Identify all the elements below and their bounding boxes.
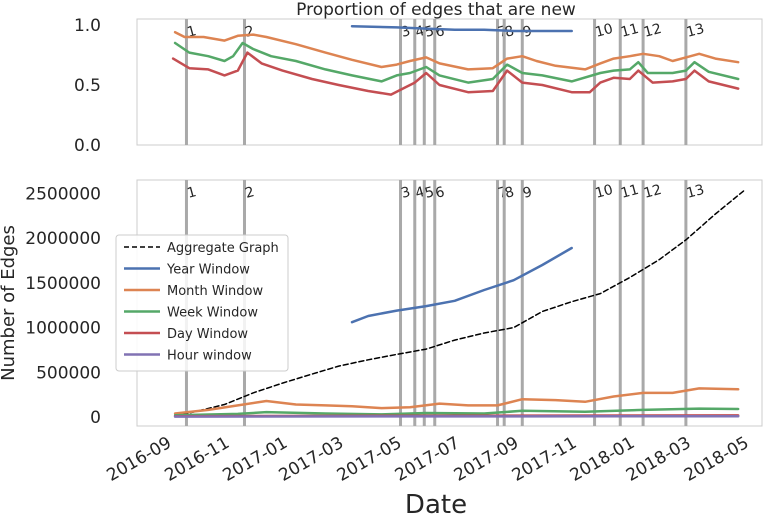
bottom-event-label: 8: [503, 184, 516, 202]
x-tick-label: 2018-03: [623, 433, 695, 486]
bottom-series-aggregate-line: [174, 189, 745, 417]
bottom-series-week-line: [173, 407, 740, 417]
top-event-label: 12: [642, 21, 663, 41]
bottom-x-tick-labels: 2016-092016-112017-012017-032017-052017-…: [103, 433, 752, 486]
top-series-week-line: [173, 41, 740, 84]
top-y-tick-label: 1.0: [74, 16, 101, 36]
bottom-event-label: 3: [399, 184, 412, 202]
x-tick-label: 2018-05: [681, 433, 753, 486]
top-event-label: 10: [593, 21, 614, 41]
bottom-event-label: 10: [593, 182, 614, 202]
legend-label-year: Year Window: [166, 263, 250, 278]
bottom-event-label: 2: [243, 184, 256, 202]
top-y-tick-label: 0.0: [74, 136, 101, 156]
top-event-label: 13: [685, 21, 706, 41]
bottom-series-month-line: [173, 387, 740, 415]
x-tick-label: 2017-09: [451, 433, 523, 486]
bottom-y-tick-label: 2000000: [25, 229, 101, 249]
bottom-event-label: 1: [185, 184, 198, 202]
legend-label-day: Day Window: [167, 327, 248, 342]
bottom-event-label: 12: [642, 182, 663, 202]
top-event-label: 2: [243, 23, 256, 41]
top-panel-title: Proportion of edges that are new: [296, 0, 576, 20]
bottom-y-tick-label: 500000: [36, 363, 101, 383]
x-tick-label: 2017-11: [509, 433, 581, 486]
bottom-panel: 0 500000 1000000 1500000 2000000 2500000 2016…: [0, 179, 763, 520]
legend-label-aggregate: Aggregate Graph: [167, 241, 279, 256]
legend-label-week: Week Window: [167, 306, 258, 321]
legend-label-month: Month Window: [167, 284, 264, 299]
x-tick-label: 2017-05: [334, 433, 406, 486]
bottom-y-tick-labels: 0 500000 1000000 1500000 2000000 2500000: [25, 184, 101, 428]
top-event-label: 11: [619, 21, 640, 41]
x-axis-label: Date: [405, 490, 467, 520]
legend: Aggregate Graph Year Window Month Window We…: [115, 234, 289, 372]
top-series-day-line: [171, 51, 740, 96]
y-axis-label: Number of Edges: [0, 225, 19, 381]
bottom-event-label: 9: [521, 184, 534, 202]
legend-label-hour: Hour window: [167, 349, 252, 364]
top-event-label: 6: [434, 23, 447, 41]
top-event-markers: 12345678910111213: [184, 19, 706, 145]
bottom-event-label: 5: [423, 184, 436, 202]
x-tick-label: 2016-09: [103, 433, 175, 486]
top-series-year-line: [350, 24, 573, 33]
x-tick-label: 2017-03: [276, 433, 348, 486]
top-series-month-line: [173, 30, 740, 71]
x-tick-label: 2016-11: [162, 433, 234, 486]
legend-entries: Aggregate Graph Year Window Month Window We…: [124, 241, 279, 364]
top-y-tick-label: 0.5: [74, 76, 101, 96]
bottom-series-year-line: [350, 246, 573, 324]
bottom-y-tick-label: 1500000: [25, 274, 101, 294]
bottom-event-label: 13: [685, 182, 706, 202]
top-y-tick-labels: 0.0 0.5 1.0: [74, 16, 101, 156]
x-tick-label: 2017-07: [392, 433, 464, 486]
top-panel-frame: [136, 18, 763, 146]
top-series-lines: [171, 24, 740, 96]
bottom-event-label: 6: [434, 184, 447, 202]
bottom-y-tick-label: 1000000: [25, 319, 101, 339]
bottom-event-label: 11: [619, 182, 640, 202]
bottom-y-tick-label: 0: [90, 408, 101, 428]
bottom-y-tick-label: 2500000: [25, 184, 101, 204]
bottom-series-lines: [173, 189, 745, 418]
top-panel: Proportion of edges that are new 0.0 0.5 1…: [74, 0, 763, 156]
